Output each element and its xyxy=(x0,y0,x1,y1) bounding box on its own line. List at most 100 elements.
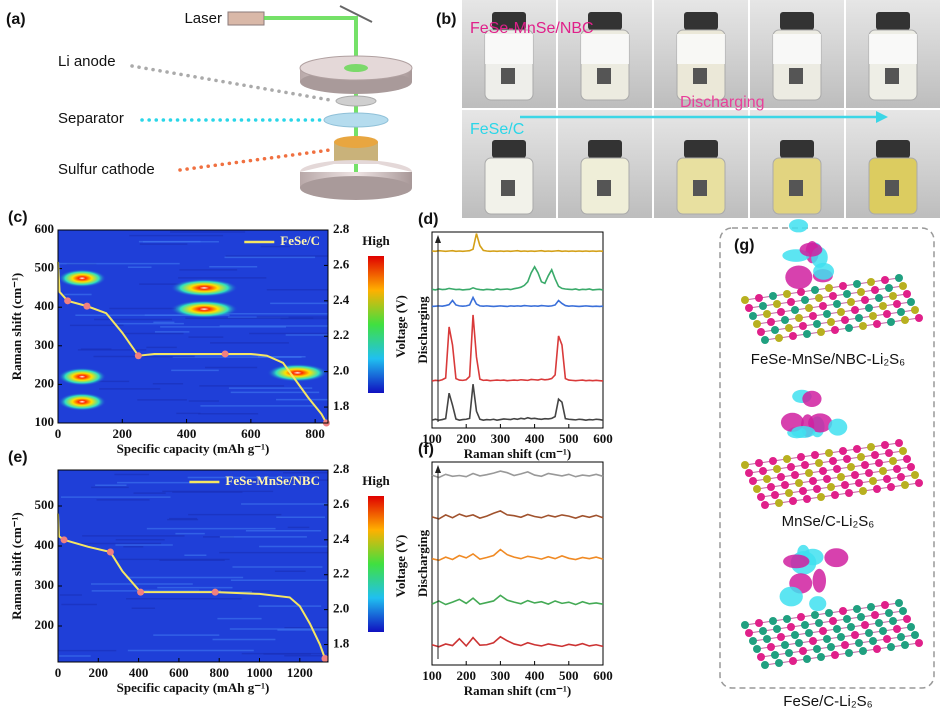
atom xyxy=(801,296,809,304)
atom xyxy=(881,601,889,609)
hotspot xyxy=(266,363,329,382)
atom xyxy=(761,336,769,344)
atom xyxy=(857,613,865,621)
atom xyxy=(851,471,859,479)
atom xyxy=(763,310,771,318)
atom xyxy=(837,633,845,641)
heatmap-bg xyxy=(58,470,328,662)
atom xyxy=(755,459,763,467)
atom xyxy=(861,461,869,469)
electrode xyxy=(597,180,611,196)
atom xyxy=(759,627,767,635)
atom xyxy=(817,328,825,336)
electrode xyxy=(885,180,899,196)
atom xyxy=(803,655,811,663)
atom xyxy=(803,495,811,503)
atom xyxy=(781,481,789,489)
atom xyxy=(787,298,795,306)
atom xyxy=(831,491,839,499)
spectrum xyxy=(431,470,604,479)
atom xyxy=(855,639,863,647)
marker xyxy=(134,352,142,360)
y-tick-label: 500 xyxy=(35,497,55,512)
hotspot xyxy=(57,392,107,411)
atom xyxy=(907,298,915,306)
atom xyxy=(893,465,901,473)
atom xyxy=(911,631,919,639)
x-tick-label: 400 xyxy=(525,668,545,683)
atom xyxy=(781,641,789,649)
atom xyxy=(805,304,813,312)
atom xyxy=(895,274,903,282)
marker xyxy=(211,588,219,596)
atom xyxy=(843,290,851,298)
wrap xyxy=(773,34,821,64)
atom xyxy=(865,469,873,477)
atom xyxy=(843,455,851,463)
vial-cap xyxy=(876,12,910,30)
separator-label: Separator xyxy=(58,110,124,127)
charge-density xyxy=(791,426,816,438)
atom xyxy=(869,312,877,320)
atom xyxy=(815,459,823,467)
atom xyxy=(871,286,879,294)
atom xyxy=(887,643,895,651)
atom xyxy=(873,645,881,653)
colorbar xyxy=(368,496,384,632)
x-tick-label: 400 xyxy=(129,665,149,680)
charge-density xyxy=(802,390,822,407)
atom xyxy=(813,645,821,653)
x-tick-label: 400 xyxy=(177,426,197,441)
x-axis-label: Specific capacity (mAh g⁻¹) xyxy=(117,441,270,456)
atom xyxy=(847,623,855,631)
atom xyxy=(761,661,769,669)
atom xyxy=(741,621,749,629)
atom xyxy=(791,471,799,479)
marker xyxy=(60,536,68,544)
atom xyxy=(827,483,835,491)
atom xyxy=(845,489,853,497)
li-anode-label: Li anode xyxy=(58,53,116,70)
atom xyxy=(847,298,855,306)
atom xyxy=(853,445,861,453)
atom xyxy=(829,457,837,465)
vial-cap xyxy=(492,140,526,158)
vial-cap xyxy=(876,140,910,158)
vial-cap xyxy=(588,12,622,30)
atom xyxy=(773,465,781,473)
y-tick-label: 100 xyxy=(35,414,55,429)
y2-tick-label: 2.8 xyxy=(333,221,350,236)
spectrum xyxy=(431,510,604,520)
atom xyxy=(839,607,847,615)
pointer xyxy=(130,64,332,102)
atom xyxy=(775,334,783,342)
atom xyxy=(799,487,807,495)
atom xyxy=(797,453,805,461)
li-disk xyxy=(335,95,377,107)
laser-device xyxy=(227,11,265,26)
caption: FeSe/C-Li₂S₆ xyxy=(783,693,872,710)
atom xyxy=(893,625,901,633)
charge-density xyxy=(788,219,809,233)
hotspot xyxy=(170,300,238,319)
atom xyxy=(839,282,847,290)
panel-g: (g) xyxy=(719,219,935,689)
panel-label: (g) xyxy=(734,237,754,254)
wrap xyxy=(677,34,725,64)
atom xyxy=(837,308,845,316)
x-tick-label: 300 xyxy=(491,431,511,446)
atom xyxy=(889,457,897,465)
atom xyxy=(809,312,817,320)
atom xyxy=(899,447,907,455)
y-axis-label: Raman shift (cm⁻¹) xyxy=(9,273,24,381)
x-tick-label: 800 xyxy=(209,665,229,680)
laser-beam xyxy=(264,16,358,190)
atom xyxy=(795,639,803,647)
atom xyxy=(873,320,881,328)
atom xyxy=(873,485,881,493)
atom xyxy=(819,467,827,475)
atom xyxy=(871,451,879,459)
atom xyxy=(769,457,777,465)
atom xyxy=(763,635,771,643)
